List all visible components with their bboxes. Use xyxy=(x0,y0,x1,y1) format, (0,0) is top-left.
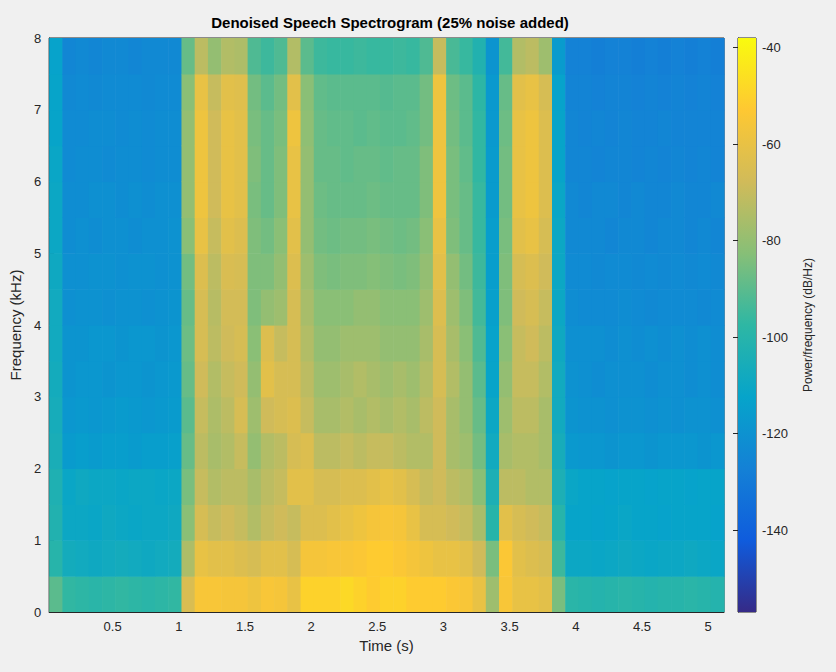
svg-text:1: 1 xyxy=(175,619,182,634)
svg-text:Time (s): Time (s) xyxy=(359,637,413,654)
svg-text:4: 4 xyxy=(572,619,579,634)
svg-text:2: 2 xyxy=(34,461,41,476)
svg-text:-140: -140 xyxy=(762,523,788,538)
svg-text:0: 0 xyxy=(34,605,41,620)
svg-text:0.5: 0.5 xyxy=(104,619,122,634)
svg-text:Denoised Speech Spectrogram (2: Denoised Speech Spectrogram (25% noise a… xyxy=(211,14,569,31)
svg-text:3.5: 3.5 xyxy=(501,619,519,634)
svg-text:-40: -40 xyxy=(762,40,781,55)
svg-text:-60: -60 xyxy=(762,137,781,152)
svg-text:3: 3 xyxy=(440,619,447,634)
svg-text:1.5: 1.5 xyxy=(236,619,254,634)
svg-text:3: 3 xyxy=(34,389,41,404)
svg-text:2: 2 xyxy=(308,619,315,634)
svg-text:7: 7 xyxy=(34,102,41,117)
svg-text:-100: -100 xyxy=(762,330,788,345)
svg-text:6: 6 xyxy=(34,174,41,189)
svg-text:4.5: 4.5 xyxy=(633,619,651,634)
svg-text:2.5: 2.5 xyxy=(368,619,386,634)
svg-text:Power/frequency (dB/Hz): Power/frequency (dB/Hz) xyxy=(801,258,815,392)
svg-text:-120: -120 xyxy=(762,426,788,441)
svg-text:1: 1 xyxy=(34,533,41,548)
svg-text:4: 4 xyxy=(34,318,41,333)
svg-text:5: 5 xyxy=(34,246,41,261)
svg-text:8: 8 xyxy=(34,31,41,46)
svg-text:5: 5 xyxy=(705,619,712,634)
svg-text:Frequency (kHz): Frequency (kHz) xyxy=(7,270,24,381)
svg-text:-80: -80 xyxy=(762,233,781,248)
